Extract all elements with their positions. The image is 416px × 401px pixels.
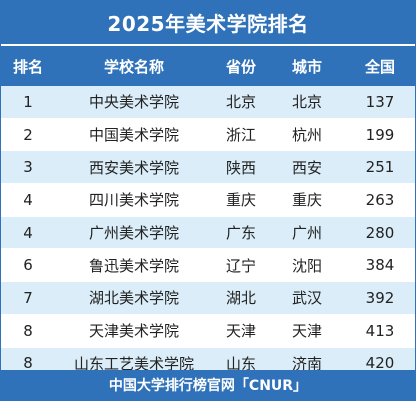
cell-national-rank: 199 (365, 125, 395, 144)
cell-school-name: 中央美术学院 (88, 93, 179, 112)
cell-province: 重庆 (225, 191, 256, 210)
cell-national-rank: 251 (365, 158, 395, 177)
cell-city: 沈阳 (291, 256, 322, 275)
cell-province: 浙江 (225, 126, 256, 145)
cell-national-rank: 384 (365, 256, 395, 275)
cell-province: 山东 (225, 354, 256, 373)
cell-school-name: 鲁迅美术学院 (88, 256, 179, 275)
table-row: 6 鲁迅美术学院 辽宁 沈阳 384 (1, 249, 415, 283)
table-row: 1 中央美术学院 北京 北京 137 (1, 86, 415, 119)
cell-school-name: 四川美术学院 (88, 191, 179, 210)
header-national-rank: 全国 (364, 57, 395, 76)
cell-city: 重庆 (291, 191, 322, 210)
cell-rank: 8 (23, 321, 33, 340)
header-province: 省份 (225, 57, 256, 76)
cell-school-name: 中国美术学院 (88, 126, 179, 145)
cell-national-rank: 137 (365, 92, 395, 111)
cell-national-rank: 263 (365, 190, 395, 209)
table-title: 2025年美术学院排名 (1, 1, 415, 44)
table-header-row: 排名 学校名称 省份 城市 全国 (1, 46, 415, 86)
table-row: 4 广州美术学院 广东 广州 280 (1, 216, 415, 250)
table-row: 3 西安美术学院 陕西 西安 251 (1, 151, 415, 185)
table-row: 2 中国美术学院 浙江 杭州 199 (1, 118, 415, 152)
cell-city: 北京 (291, 93, 322, 112)
title-divider (1, 44, 415, 46)
cell-national-rank: 280 (365, 223, 395, 242)
table-row: 8 天津美术学院 天津 天津 413 (1, 314, 415, 348)
cell-rank: 3 (23, 158, 33, 177)
cell-city: 济南 (291, 354, 322, 373)
cell-school-name: 广州美术学院 (88, 224, 179, 243)
table-row: 4 四川美术学院 重庆 重庆 263 (1, 184, 415, 217)
cell-rank: 4 (23, 190, 33, 209)
cell-rank: 1 (23, 92, 33, 111)
cell-city: 天津 (291, 322, 322, 341)
cell-city: 杭州 (291, 126, 322, 145)
cell-school-name: 山东工艺美术学院 (73, 354, 194, 373)
table-body: 1 中央美术学院 北京 北京 137 2 中国美术学院 浙江 杭州 199 3 西安美术学院 陕西 西安 2… (1, 86, 415, 381)
header-school-name: 学校名称 (103, 57, 164, 76)
cell-province: 天津 (225, 322, 256, 341)
cell-national-rank: 420 (365, 354, 395, 373)
cell-rank: 4 (23, 223, 33, 242)
cell-province: 湖北 (225, 289, 256, 308)
cell-school-name: 天津美术学院 (88, 322, 179, 341)
cell-city: 广州 (291, 224, 322, 243)
cell-rank: 6 (23, 256, 33, 275)
cell-rank: 8 (23, 354, 33, 373)
table-row: 7 湖北美术学院 湖北 武汉 392 (1, 282, 415, 315)
cell-national-rank: 413 (365, 321, 395, 340)
cell-province: 广东 (225, 224, 256, 243)
cell-school-name: 湖北美术学院 (88, 289, 179, 308)
cell-rank: 7 (23, 288, 33, 307)
cell-city: 西安 (291, 158, 322, 177)
cell-province: 辽宁 (225, 256, 256, 275)
cell-school-name: 西安美术学院 (88, 158, 179, 177)
cell-province: 北京 (225, 93, 256, 112)
cell-rank: 2 (23, 125, 33, 144)
cell-city: 武汉 (291, 289, 322, 308)
cell-province: 陕西 (225, 158, 256, 177)
header-rank: 排名 (12, 57, 43, 76)
footer-source: 中国大学排行榜官网「CNUR」 (1, 370, 415, 400)
cell-national-rank: 392 (365, 288, 395, 307)
header-city: 城市 (291, 57, 322, 76)
